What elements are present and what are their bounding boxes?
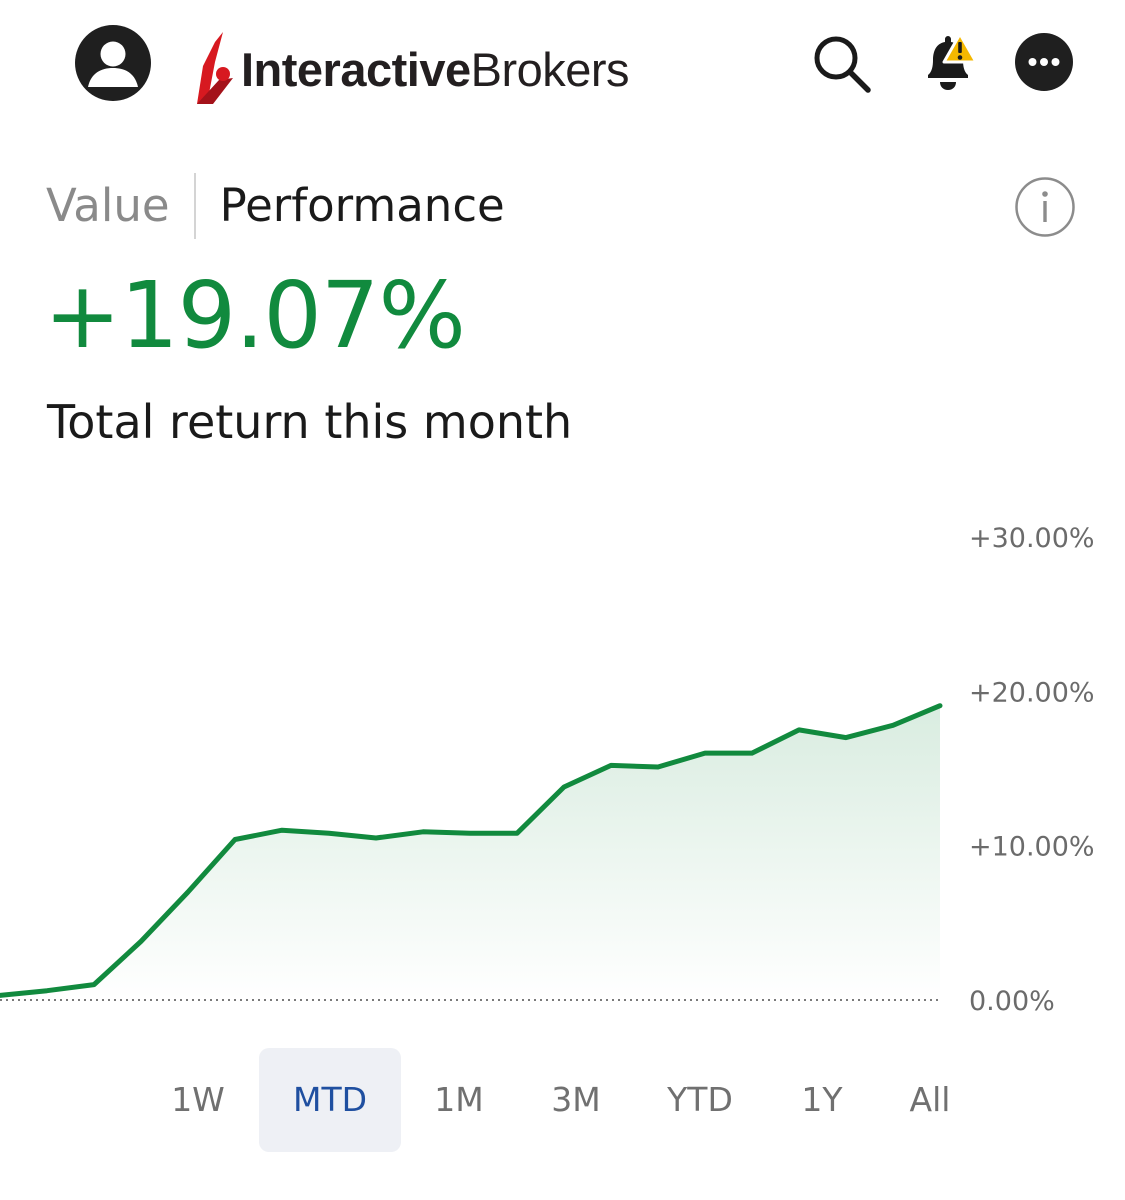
data-point [515,831,519,835]
tab-performance[interactable]: Performance [219,179,505,232]
brand-wordmark: InteractiveBrokers [241,42,630,97]
performance-chart-svg: +30.00% +20.00% +10.00% 0.00% [0,523,1095,1017]
data-point [280,828,284,832]
range-all[interactable]: All [909,1080,951,1119]
data-point [468,831,472,835]
data-point [938,704,942,708]
info-icon[interactable] [1014,176,1076,238]
data-point [92,983,96,987]
data-point [45,989,49,993]
brand-wordmark-light: Brokers [470,42,630,96]
search-icon[interactable] [810,32,874,96]
range-1y[interactable]: 1Y [801,1080,843,1119]
return-series-line [0,703,943,998]
more-icon[interactable] [1015,33,1073,91]
avatar-icon[interactable] [75,25,151,101]
range-ytd[interactable]: YTD [667,1080,733,1119]
range-1w[interactable]: 1W [171,1080,225,1119]
range-3m[interactable]: 3M [551,1080,601,1119]
brand-logo: InteractiveBrokers [193,28,630,108]
data-point [562,785,566,789]
data-point [703,751,707,755]
data-point [233,838,237,842]
data-point [797,728,801,732]
total-return-caption: Total return this month [47,395,573,449]
y-tick-label: +20.00% [969,677,1095,708]
bell-alert-icon[interactable] [914,30,980,96]
range-selector: 1W MTD 1M 3M YTD 1Y All [0,1048,1125,1154]
data-point [891,723,895,727]
y-tick-label: +30.00% [969,523,1095,554]
y-tick-label: 0.00% [969,986,1055,1017]
data-point [656,765,660,769]
brand-logo-mark-icon [197,32,233,104]
brand-wordmark-bold: Interactive [241,42,471,96]
tab-divider [193,173,196,239]
data-point [374,836,378,840]
tab-value[interactable]: Value [46,179,170,232]
data-point [186,890,190,894]
data-point [327,831,331,835]
view-tabs: Value Performance [46,172,505,240]
data-point [421,830,425,834]
data-point [139,939,143,943]
range-1m[interactable]: 1M [434,1080,484,1119]
return-area-fill [0,705,940,1000]
total-return-value: +19.07% [44,262,466,369]
data-point [609,763,613,767]
range-mtd[interactable]: MTD [259,1048,401,1152]
data-point [750,751,754,755]
performance-chart[interactable]: +30.00% +20.00% +10.00% 0.00% [0,500,1125,1040]
data-point [844,736,848,740]
y-tick-label: +10.00% [969,832,1095,863]
app-header: InteractiveBrokers [0,0,1125,125]
